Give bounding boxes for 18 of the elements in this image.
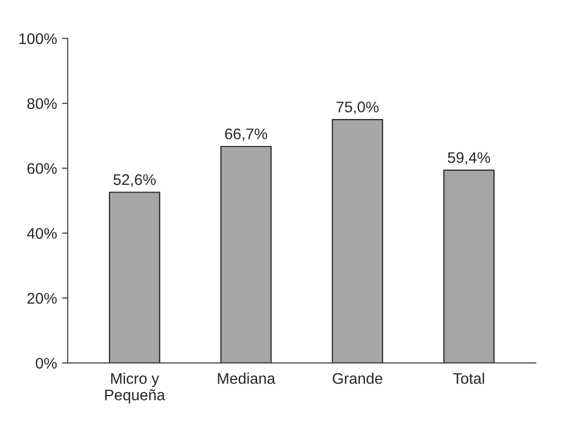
x-tick-label: Mediana bbox=[218, 372, 276, 384]
bar bbox=[332, 119, 384, 363]
y-tick-label: 60% bbox=[27, 163, 57, 174]
x-tick-label: Micro y Pequeña bbox=[105, 372, 166, 404]
bar bbox=[108, 192, 160, 363]
x-tick-label: Total bbox=[453, 372, 484, 384]
bar bbox=[220, 146, 272, 363]
data-label: 66,7% bbox=[225, 128, 268, 142]
data-label: 75,0% bbox=[336, 102, 379, 114]
y-tick-label: 40% bbox=[27, 228, 57, 239]
y-tick-label: 0% bbox=[36, 358, 57, 369]
data-label: 59,4% bbox=[448, 152, 490, 165]
x-tick-label: Grande bbox=[332, 372, 382, 384]
y-tick-label: 20% bbox=[27, 292, 57, 304]
y-tick-label: 100% bbox=[19, 33, 57, 44]
y-tick-label: 80% bbox=[27, 98, 57, 110]
bar bbox=[443, 170, 495, 363]
data-label: 52,6% bbox=[114, 174, 156, 187]
